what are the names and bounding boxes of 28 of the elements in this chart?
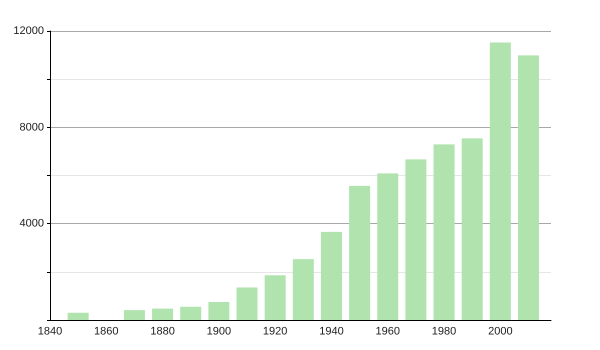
x-tick-label: 1880 xyxy=(150,326,175,338)
bar xyxy=(518,55,539,320)
x-tick-label: 1960 xyxy=(376,326,400,338)
bar xyxy=(320,232,342,320)
bar xyxy=(349,186,370,320)
bar xyxy=(152,308,174,320)
x-tick-label: 1980 xyxy=(432,326,456,338)
bar xyxy=(490,42,511,320)
bar xyxy=(180,306,202,320)
bar xyxy=(68,312,89,320)
x-tick-label: 1840 xyxy=(38,326,62,338)
bar xyxy=(264,275,286,320)
x-tick-label: 1940 xyxy=(319,326,344,338)
bar xyxy=(462,138,483,320)
bar xyxy=(377,173,398,320)
x-tick-label: 1920 xyxy=(262,326,288,338)
y-tick-label: 8000 xyxy=(20,121,44,134)
bar xyxy=(405,159,426,320)
bar xyxy=(236,287,258,320)
x-tick-label: 1900 xyxy=(206,326,232,338)
bar xyxy=(434,144,455,320)
x-tick-label: 1860 xyxy=(94,326,119,338)
y-tick-label: 4000 xyxy=(20,218,44,230)
bar xyxy=(208,302,230,320)
y-tick-label: 12000 xyxy=(13,25,44,37)
x-tick-label: 2000 xyxy=(488,326,513,338)
bar xyxy=(124,310,145,320)
bar xyxy=(292,259,314,320)
